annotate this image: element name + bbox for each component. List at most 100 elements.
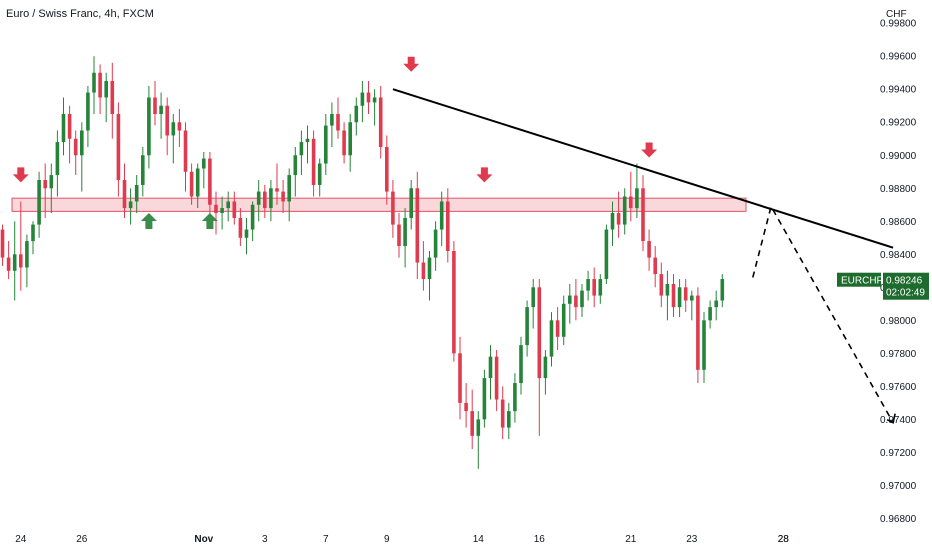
candle-body xyxy=(177,122,182,131)
candle-body xyxy=(543,356,548,379)
candle-body xyxy=(226,201,230,209)
candle-body xyxy=(37,180,41,225)
candle-body xyxy=(458,353,462,403)
price-tag-symbol-bg xyxy=(837,272,881,287)
price-tick-label: 0.98400 xyxy=(880,250,917,261)
candle-body xyxy=(659,274,664,296)
price-tick-label: 0.97000 xyxy=(880,481,917,492)
candle-body xyxy=(427,257,432,280)
candle-body xyxy=(43,180,47,189)
candle-body xyxy=(446,201,450,251)
candle-body xyxy=(610,213,615,230)
candle-body xyxy=(263,191,267,209)
candle-body xyxy=(622,196,627,225)
price-tick-label: 0.98600 xyxy=(880,217,917,228)
price-axis[interactable]: 0.99800 0.99600 0.99400 0.99200 0.99000 0.988… xyxy=(880,19,917,525)
candle-body xyxy=(220,208,224,214)
candle-body xyxy=(555,320,560,337)
candle-body xyxy=(720,279,725,301)
candle-body xyxy=(385,147,389,192)
candle-body xyxy=(159,105,163,114)
candle-body xyxy=(324,125,328,164)
down-arrow-marker xyxy=(641,142,658,158)
projection-path xyxy=(752,204,894,424)
candle-body xyxy=(574,295,578,308)
candle-body xyxy=(67,113,72,139)
markers-layer xyxy=(12,56,658,230)
candle-body xyxy=(604,229,609,280)
candle-body xyxy=(287,175,291,202)
price-tick-label: 0.98800 xyxy=(880,184,917,195)
candle-body xyxy=(238,217,243,238)
candle-body xyxy=(92,72,96,93)
time-tick-label: 26 xyxy=(76,534,88,545)
candle-body xyxy=(439,201,444,230)
price-tick-label: 0.97600 xyxy=(880,382,917,393)
candle-body xyxy=(482,378,487,420)
candle-body xyxy=(25,241,29,268)
candle-body xyxy=(641,188,645,242)
projection-arrowhead xyxy=(886,413,896,424)
down-arrow-marker xyxy=(403,56,420,72)
candle-body xyxy=(561,303,566,337)
price-tag-value: 0.98246 xyxy=(886,276,923,287)
candle-body xyxy=(80,130,84,156)
time-tick-label: 28 xyxy=(778,534,790,545)
candle-body xyxy=(409,188,413,218)
candle-body xyxy=(421,262,426,280)
candle-body xyxy=(311,138,316,185)
candle-body xyxy=(403,217,407,247)
candle-body xyxy=(147,97,151,156)
candles-layer xyxy=(0,56,725,469)
price-tag-countdown: 02:02:49 xyxy=(886,288,925,299)
candle-body xyxy=(488,356,493,379)
candle-body xyxy=(86,92,90,131)
price-tag-value-bg xyxy=(883,272,929,300)
candle-body xyxy=(116,113,121,181)
candle-body xyxy=(299,142,304,156)
candle-body xyxy=(635,188,639,209)
candle-body xyxy=(354,105,359,123)
candle-body xyxy=(507,411,511,428)
currency-label: CHF xyxy=(886,9,907,20)
candle-body xyxy=(714,300,718,308)
candle-body xyxy=(244,229,249,238)
time-tick-label: 9 xyxy=(384,534,390,545)
candle-body xyxy=(336,113,340,131)
candle-body xyxy=(256,191,261,205)
candle-body xyxy=(330,113,334,126)
resistance-trendline xyxy=(392,88,894,249)
price-tick-label: 0.97400 xyxy=(880,415,917,426)
candle-body xyxy=(250,204,255,230)
time-tick-label: 24 xyxy=(15,534,27,545)
candle-body xyxy=(183,130,188,172)
candle-body xyxy=(372,97,377,103)
candle-body xyxy=(500,399,505,428)
price-tick-label: 0.99200 xyxy=(880,118,917,129)
candle-body xyxy=(6,257,11,271)
candle-body xyxy=(470,411,474,436)
candle-body xyxy=(702,320,706,370)
price-tick-label: 0.99600 xyxy=(880,52,917,63)
support-zone xyxy=(11,197,747,212)
candle-body xyxy=(281,191,285,202)
up-arrow-marker xyxy=(201,213,218,230)
up-arrow-marker xyxy=(140,213,157,230)
candle-body xyxy=(549,320,554,357)
candle-body xyxy=(348,122,352,156)
candle-body xyxy=(464,402,468,412)
candle-body xyxy=(61,113,66,143)
candle-body xyxy=(232,201,237,218)
price-tick-label: 0.97800 xyxy=(880,349,917,360)
price-tick-label: 0.99000 xyxy=(880,151,917,162)
candle-body xyxy=(202,158,206,169)
candle-body xyxy=(391,191,395,225)
candle-body xyxy=(629,196,633,209)
candle-body xyxy=(317,163,322,185)
candle-body xyxy=(519,345,523,384)
candle-body xyxy=(134,184,139,202)
candle-body xyxy=(171,122,176,136)
candle-body xyxy=(476,419,481,436)
